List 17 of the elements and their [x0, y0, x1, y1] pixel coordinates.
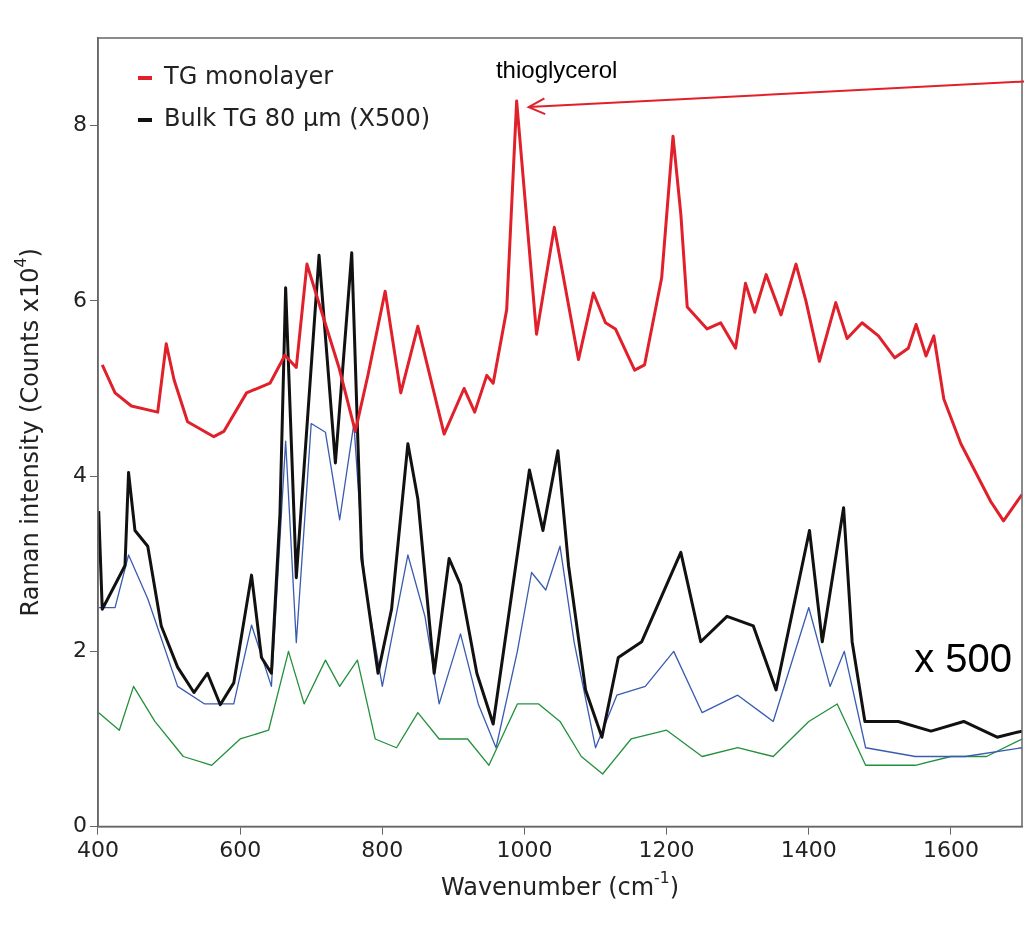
x-tick-label: 1600	[922, 836, 979, 862]
annotation: x 500	[914, 636, 1012, 681]
x-tick-label: 1400	[780, 836, 837, 862]
y-axis-title: Raman intensity (Counts x104)	[12, 248, 45, 617]
x-tick-label: 1200	[638, 836, 695, 862]
x-tick-label: 400	[77, 836, 119, 862]
y-tick-label: 6	[73, 286, 87, 312]
y-tick-label: 0	[73, 812, 87, 838]
annotation: thioglycerol	[495, 55, 618, 83]
x-tick-label: 800	[361, 836, 404, 862]
y-tick-label: 8	[73, 111, 87, 137]
legend-label: TG monolayer	[163, 62, 334, 91]
x-tick-label: 1000	[496, 836, 553, 862]
y-tick-label: 4	[73, 461, 87, 487]
legend-label: Bulk TG 80 μm (X500)	[164, 104, 431, 133]
y-tick-label: 2	[73, 637, 87, 663]
x-tick-label: 600	[219, 836, 262, 862]
